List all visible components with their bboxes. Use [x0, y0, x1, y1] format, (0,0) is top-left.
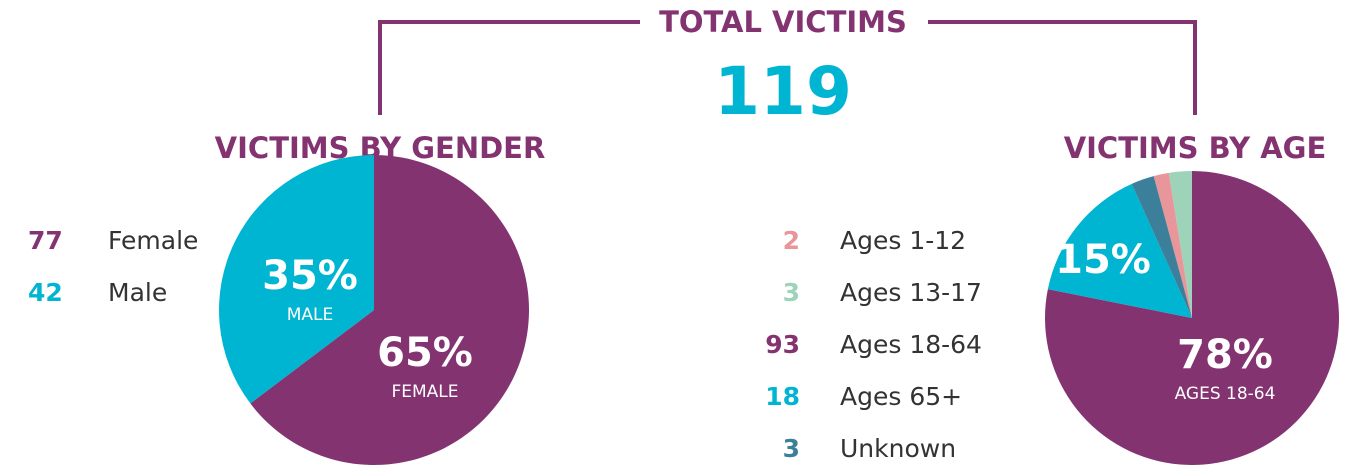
legend-value: 77 [28, 226, 63, 255]
pie-slice [1047, 183, 1192, 318]
legend-value: 18 [765, 382, 800, 411]
slice-percent: 65% [377, 330, 473, 376]
slice-percent: 78% [1177, 332, 1273, 378]
chart-title: VICTIMS BY AGE [1064, 131, 1327, 165]
slice-caption: AGES 18-64 [1175, 384, 1276, 404]
legend-label: Unknown [840, 434, 956, 463]
legend-label: Male [108, 278, 167, 307]
legend-label: Female [108, 226, 198, 255]
pie-slice [1168, 171, 1192, 318]
legend-label: Ages 18-64 [840, 330, 982, 359]
slice-caption: FEMALE [391, 382, 458, 402]
slice-percent: 35% [262, 253, 358, 299]
legend-label: Ages 1-12 [840, 226, 966, 255]
pie-slice [1131, 176, 1192, 318]
legend-value: 93 [765, 330, 800, 359]
slice-caption: MALE [287, 305, 334, 325]
legend-value: 3 [783, 278, 800, 307]
legend-value: 42 [28, 278, 63, 307]
legend-label: Ages 13-17 [840, 278, 982, 307]
pie-slice [1153, 172, 1192, 318]
legend-value: 2 [783, 226, 800, 255]
slice-percent: 15% [1055, 237, 1151, 283]
bracket [378, 20, 1197, 115]
legend-value: 3 [783, 434, 800, 463]
total-value: 119 [714, 53, 852, 130]
pie-slice [219, 155, 374, 404]
legend-label: Ages 65+ [840, 382, 962, 411]
pie-slice [250, 155, 529, 465]
total-title: TOTAL VICTIMS [659, 5, 907, 39]
